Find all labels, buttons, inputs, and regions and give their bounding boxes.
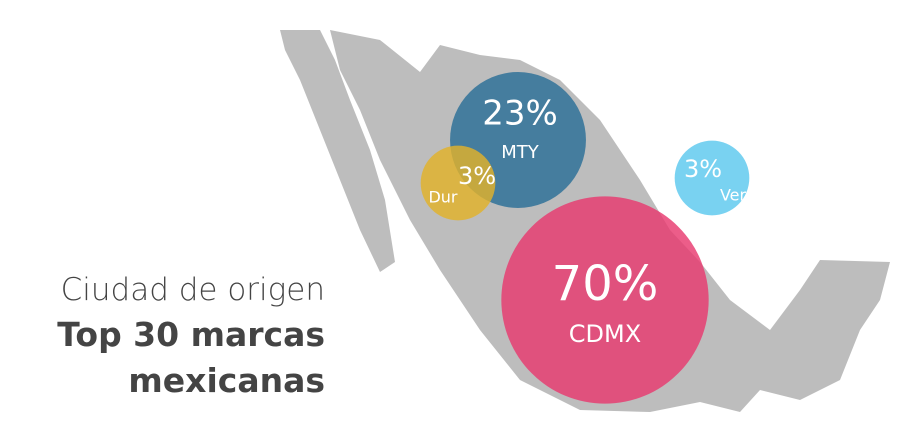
city-label: Dur <box>428 188 457 207</box>
value-label: 70% <box>552 256 659 312</box>
city-label: CDMX <box>569 320 641 348</box>
titles: Ciudad de origen Top 30 marcas mexicanas <box>20 268 325 404</box>
map-baja <box>280 30 395 272</box>
value-label: 3% <box>458 162 496 190</box>
value-label: 23% <box>482 94 558 134</box>
bubble <box>674 140 750 216</box>
bubble <box>501 196 709 404</box>
value-label: 3% <box>684 155 722 183</box>
city-label: MTY <box>501 142 540 163</box>
subtitle: Top 30 marcas mexicanas <box>57 315 325 400</box>
bubble <box>420 145 496 221</box>
title: Ciudad de origen <box>60 272 325 308</box>
city-label: Ver <box>720 186 747 205</box>
